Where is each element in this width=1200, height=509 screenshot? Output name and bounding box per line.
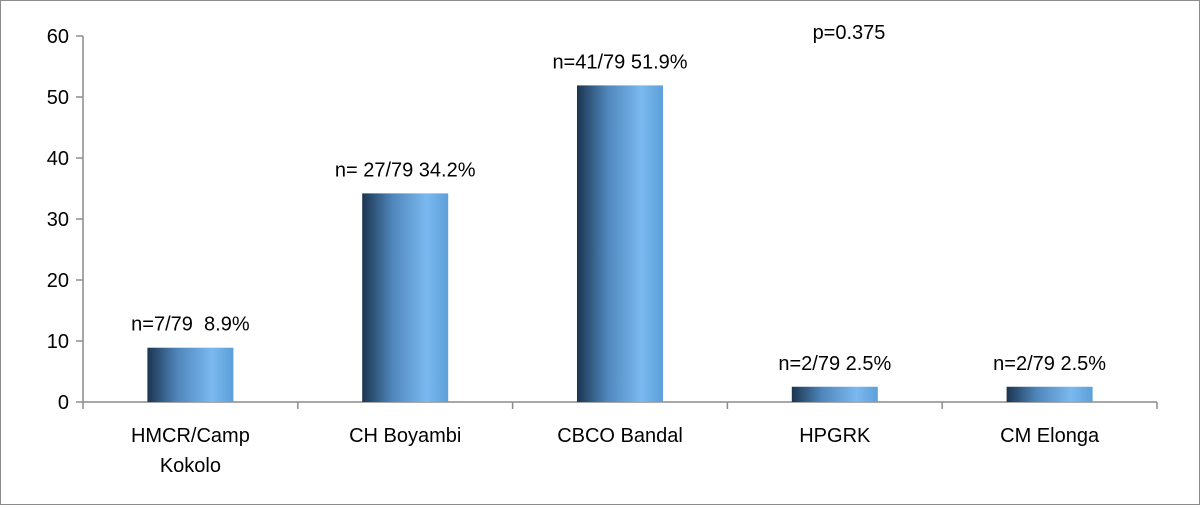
p-value-annotation: p=0.375: [813, 22, 886, 44]
x-category-label: CM Elonga: [1000, 425, 1100, 447]
y-tick-label: 0: [58, 392, 69, 414]
data-labels: n=7/79 8.9% n= 27/79 34.2% n=41/79 51.9% n=…: [131, 51, 1106, 374]
bar-data-label: n=2/79 2.5%: [778, 353, 891, 375]
bar-data-label: n=41/79 51.9%: [552, 51, 687, 73]
y-tick-label: 30: [47, 209, 69, 231]
bar: [362, 193, 449, 402]
bar: [1006, 386, 1093, 402]
y-axis: 0 10 20 30 40 50 60: [47, 26, 84, 414]
y-tick-label: 40: [47, 148, 69, 170]
x-category-label-line: Kokolo: [160, 455, 221, 477]
x-category-label: HMCR/Camp Kokolo: [131, 425, 250, 477]
bar: [147, 347, 234, 402]
x-category-label: CBCO Bandal: [557, 425, 683, 447]
bar-data-label: n=7/79 8.9%: [131, 314, 250, 336]
x-category-label: CH Boyambi: [349, 425, 461, 447]
x-axis: HMCR/Camp Kokolo CH Boyambi CBCO Bandal HPGR…: [82, 401, 1158, 477]
bar: [577, 85, 663, 402]
y-tick-label: 50: [47, 87, 69, 109]
bars: [147, 85, 1093, 402]
bar-data-label: n=2/79 2.5%: [993, 353, 1106, 375]
y-tick-label: 20: [47, 270, 69, 292]
x-category-label: HPGRK: [799, 425, 871, 447]
bar-data-label: n= 27/79 34.2%: [335, 159, 476, 181]
y-tick-label: 10: [47, 331, 69, 353]
x-category-label-line: HMCR/Camp: [131, 425, 250, 447]
bar: [791, 386, 878, 402]
y-tick-label: 60: [47, 26, 69, 48]
